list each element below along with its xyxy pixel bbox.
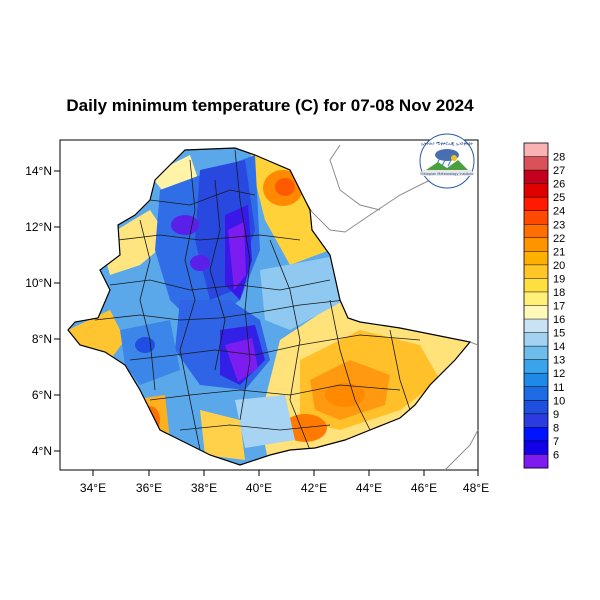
colorbar-swatch [524,143,548,157]
colorbar-swatch [524,210,548,225]
y-tick-label: 12°N [25,220,52,234]
colorbar-label: 7 [553,436,559,448]
colorbar-swatch [524,237,548,252]
ethiopia-outline [67,147,472,466]
logo-arc-text: ኢትዮጵያ ሚቲዎሮሎጂ ኢንስቲትዩት [421,141,474,146]
x-tick-label: 42°E [301,481,327,495]
colorbar-swatch [524,278,548,293]
colorbar-label: 24 [553,206,565,218]
colorbar-swatch [524,373,548,388]
map-title: Daily minimum temperature (C) for 07-08 … [66,96,474,115]
colorbar-swatch [524,454,548,469]
colorbar-label: 13 [553,355,565,367]
colorbar-label: 26 [553,179,565,191]
y-tick-label: 10°N [25,276,52,290]
colorbar-label: 27 [553,165,565,177]
colorbar-swatch [524,156,548,171]
x-tick-label: 48°E [463,481,489,495]
colorbar-swatch [524,291,548,306]
colorbar-label: 25 [553,192,565,204]
colorbar-swatch [524,359,548,374]
colorbar-label: 22 [553,233,565,245]
colorbar-swatch [524,305,548,320]
institute-logo: ኢትዮጵያ ሚቲዎሮሎጂ ኢንስቲትዩት Ethiopian Meteorolo… [419,133,475,189]
colorbar-swatch [524,332,548,347]
colorbar-label: 28 [553,152,565,164]
admin-borders [94,149,421,451]
colorbar-label: 14 [553,341,565,353]
colorbar-label: 19 [553,273,565,285]
colorbar-label: 18 [553,287,565,299]
colorbar-label: 12 [553,368,565,380]
colorbar-label: 20 [553,260,565,272]
colorbar-swatch [524,427,548,442]
y-tick-label: 14°N [25,164,52,178]
colorbar-swatch [524,264,548,279]
colorbar-swatch [524,386,548,401]
y-tick-label: 8°N [32,332,52,346]
colorbar-label: 21 [553,246,565,258]
colorbar-label: 23 [553,219,565,231]
mountain-icon [426,160,468,170]
x-tick-label: 44°E [356,481,382,495]
x-tick-label: 34°E [80,481,106,495]
colorbar-swatch [524,400,548,415]
y-tick-label: 6°N [32,388,52,402]
x-tick-labels: 34°E 36°E 38°E 40°E 42°E 44°E 46°E 48°E [80,481,489,495]
x-tick-label: 40°E [246,481,272,495]
sun-icon [451,155,457,161]
colorbar-label: 9 [553,409,559,421]
colorbar-label: 17 [553,301,565,313]
x-tick-label: 38°E [191,481,217,495]
colorbar-swatch [524,197,548,212]
logo-caption: Ethiopian Meteorology Institute [420,172,473,176]
colorbar-swatch [524,440,548,455]
colorbar-swatch [524,251,548,266]
colorbar-label: 10 [553,395,565,407]
colorbar-swatch [524,183,548,198]
colorbar-swatch [524,413,548,428]
axis-ticks [54,170,479,476]
colorbar-swatch [524,346,548,361]
y-tick-label: 4°N [32,444,52,458]
colorbar-swatch [524,224,548,239]
colorbar-label: 16 [553,314,565,326]
colorbar-label: 15 [553,328,565,340]
y-tick-labels: 14°N 12°N 10°N 8°N 6°N 4°N [25,164,52,458]
colorbar-swatch [524,319,548,333]
colorbar-label: 11 [553,382,564,394]
colorbar-label: 8 [553,422,559,434]
colorbar-label: 6 [553,449,559,461]
colorbar-swatch [524,170,548,185]
x-tick-label: 36°E [136,481,162,495]
x-tick-label: 46°E [411,481,437,495]
